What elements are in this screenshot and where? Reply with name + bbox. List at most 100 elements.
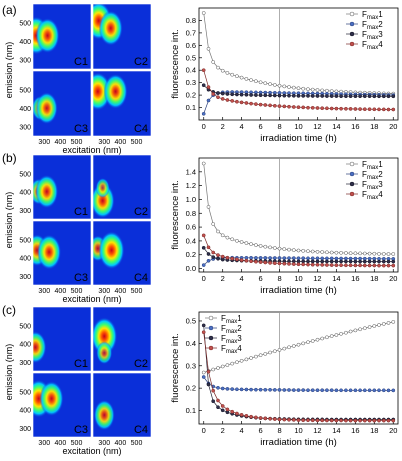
x-tick-label: 6 (259, 122, 263, 131)
eem-component-label: C2 (134, 206, 148, 218)
data-point (249, 259, 253, 264)
data-point (216, 405, 220, 410)
data-point (325, 388, 329, 393)
data-point (291, 418, 296, 422)
data-point (362, 259, 367, 264)
eem-component-label: C1 (74, 56, 88, 68)
x-tick-label: 6 (259, 274, 263, 283)
data-point (306, 262, 310, 267)
data-point (249, 414, 253, 419)
legend-entry-base: F (221, 314, 226, 323)
data-point (282, 417, 287, 422)
data-point (268, 387, 272, 392)
eem-peak (35, 174, 59, 209)
data-point (315, 259, 320, 264)
data-point (372, 107, 377, 112)
data-point (315, 418, 320, 423)
data-point (230, 409, 235, 414)
data-point (201, 83, 206, 88)
data-point (263, 256, 268, 260)
data-point (201, 161, 206, 166)
eem-ytick: 500 (19, 171, 31, 178)
data-point (244, 258, 249, 263)
eem-xtick: 400 (115, 139, 127, 146)
data-point (391, 252, 396, 256)
data-point (201, 233, 206, 238)
x-tick-label: 0 (202, 426, 206, 435)
eem-spots (33, 379, 64, 418)
data-point (296, 105, 301, 110)
y-axis-label: fluorescence int. (170, 29, 181, 98)
data-point (258, 353, 263, 358)
eem-component-label: C1 (74, 206, 88, 218)
y-tick-label: 0.8 (186, 16, 196, 25)
data-point (258, 102, 263, 107)
eem-ytick: 400 (19, 106, 31, 113)
series-fmax1 (201, 11, 396, 96)
y-tick-label: 0.7 (186, 28, 196, 37)
data-point (315, 106, 320, 110)
data-point (282, 346, 287, 351)
y-tick-label: 0.5 (186, 53, 196, 62)
data-point (254, 387, 258, 392)
data-point (301, 262, 306, 267)
data-point (249, 242, 253, 246)
data-point (339, 263, 343, 268)
data-point (225, 387, 230, 391)
data-point (310, 87, 315, 92)
x-tick-label: 12 (313, 274, 321, 283)
data-point (216, 366, 220, 370)
data-point (339, 418, 343, 423)
data-point (201, 245, 206, 250)
data-point (301, 388, 306, 392)
data-point (225, 363, 230, 367)
data-point (306, 87, 310, 92)
eem-xlabel: excitation (nm) (62, 294, 121, 304)
data-point (268, 350, 272, 355)
data-point (344, 330, 348, 335)
data-point (353, 107, 358, 111)
legend-entry-suffix: 2 (378, 20, 383, 29)
data-point (220, 408, 225, 413)
eem-ytick: 500 (19, 21, 31, 28)
data-point (206, 85, 211, 89)
data-point (291, 388, 296, 392)
y-tick-label: 0.6 (186, 41, 196, 50)
eem-ytick: 500 (19, 323, 31, 330)
data-point (211, 255, 216, 259)
eem-frame (32, 3, 92, 70)
data-point (239, 358, 244, 363)
panel-label: (b) (2, 151, 17, 165)
eem-ytick: 300 (19, 208, 31, 215)
data-point (381, 263, 386, 268)
legend-entry: Fmax2 (362, 20, 383, 31)
data-point (301, 341, 306, 346)
x-tick-label: 4 (240, 274, 244, 283)
data-point (325, 259, 329, 264)
eem-map-c2: C2 (92, 306, 152, 372)
x-tick-label: 16 (351, 274, 359, 283)
y-tick-label: 0.5 (186, 316, 196, 325)
data-point (353, 388, 358, 393)
data-point (367, 388, 372, 393)
data-point (339, 94, 343, 99)
data-point (348, 388, 353, 393)
x-tick-label: 16 (351, 122, 359, 131)
panel-label: (c) (2, 303, 16, 317)
data-point (206, 46, 211, 51)
eem-peak (96, 341, 113, 365)
legend-entry-base: F (221, 344, 226, 353)
data-point (339, 259, 343, 264)
eem-frame (92, 154, 152, 220)
data-point (367, 325, 372, 329)
data-point (315, 249, 320, 254)
x-axis-label: irradiation time (h) (260, 437, 337, 448)
data-point (353, 251, 358, 256)
data-point (201, 370, 206, 375)
data-point (320, 259, 325, 264)
eem-spots (93, 72, 128, 111)
legend-entry-suffix: 1 (378, 10, 383, 19)
eem-xtick: 400 (115, 288, 127, 295)
eem-xtick: 300 (38, 440, 50, 447)
